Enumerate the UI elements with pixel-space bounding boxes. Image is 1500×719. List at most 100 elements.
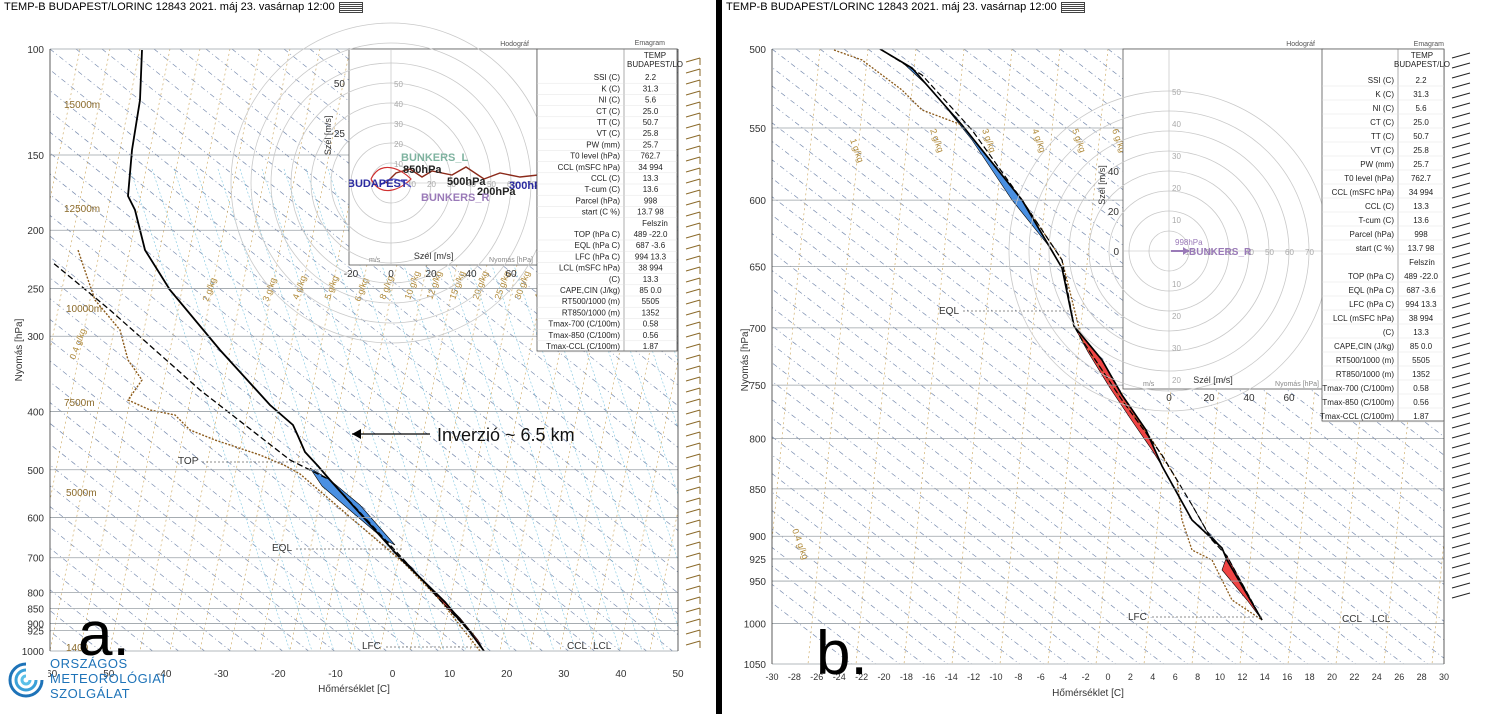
wind-barb	[685, 57, 701, 63]
y-tick-label: 550	[749, 124, 766, 135]
mixing-ratio-line	[619, 358, 678, 651]
hodograph-x-tick: 60	[1283, 393, 1295, 404]
wind-barb	[1451, 302, 1471, 309]
indices-row-label: CCL (mSFC hPa)	[558, 163, 621, 172]
indices-row-value: 687 -3.6	[636, 241, 666, 250]
dry-adiabat	[50, 49, 678, 552]
hodograph-point-label: BUNKERS_R	[1189, 247, 1252, 258]
wind-barb	[685, 189, 701, 195]
indices-row-label: Tmax-850 (C/100m)	[548, 331, 620, 340]
dry-adiabat	[772, 122, 1444, 641]
indices-row-value: 13.7 98	[637, 208, 664, 217]
indices-row-label: LCL (mSFC hPa)	[1333, 314, 1394, 323]
wind-barb	[685, 431, 701, 437]
level-label-lcl: LCL	[1372, 614, 1391, 625]
dry-adiabat	[50, 152, 673, 651]
wind-barb	[1451, 352, 1471, 359]
wind-barb	[1451, 112, 1471, 119]
moist-adiabat	[261, 168, 423, 651]
wind-barb	[1451, 122, 1471, 129]
wind-barb	[685, 145, 701, 151]
x-tick-label: -30	[765, 672, 778, 682]
mixing-ratio-line	[649, 508, 678, 651]
hodograph-y-tick: 50	[334, 79, 346, 90]
wind-barb	[685, 552, 701, 558]
mixing-ratio-line	[169, 49, 291, 651]
height-label: 5000m	[66, 488, 97, 499]
indices-row-label: TOP (hPa C)	[574, 230, 620, 239]
x-tick-label: -24	[833, 672, 846, 682]
dry-adiabat	[772, 491, 996, 664]
indices-row-label: RT850/1000 (m)	[1336, 370, 1394, 379]
hodograph-x-tick: 40	[1243, 393, 1255, 404]
wind-barb	[1451, 82, 1471, 89]
dry-adiabat	[772, 140, 1444, 659]
y-tick-label: 950	[749, 577, 766, 588]
y-tick-label: 700	[749, 324, 766, 335]
wind-barb	[685, 387, 701, 393]
y-tick-label: 700	[27, 554, 44, 565]
hodograph-title: Hodográf	[1286, 41, 1315, 48]
wind-barb	[1451, 252, 1471, 259]
mixing-ratio-line	[109, 49, 231, 651]
hodograph-ring-label: 20	[1172, 376, 1181, 385]
indices-row-value: 1.87	[1413, 412, 1429, 421]
y-tick-label: 800	[27, 589, 44, 600]
mixing-ratio-line	[379, 49, 501, 651]
hodograph-ring-label: 30	[1225, 248, 1234, 257]
indices-row-value: 34 994	[638, 163, 663, 172]
wind-barb	[685, 618, 701, 624]
wind-barb	[685, 486, 701, 492]
hodograph-trace-blue	[380, 178, 412, 188]
x-tick-label: 28	[1417, 672, 1427, 682]
indices-row-value: 25.8	[643, 129, 659, 138]
dry-adiabat	[772, 454, 1044, 664]
moist-adiabat	[173, 168, 335, 651]
wind-barb	[685, 244, 701, 250]
hodograph-y-tick: 25	[334, 129, 346, 140]
wind-barb	[1451, 442, 1471, 449]
wind-barb	[685, 508, 701, 514]
wind-barb	[1451, 572, 1471, 579]
hodograph-x-tick: 20	[425, 269, 437, 280]
indices-row-value: 5505	[642, 297, 660, 306]
indices-row-value: 13.3	[1413, 328, 1429, 337]
x-tick-label: -40	[157, 669, 172, 680]
wind-barb	[1451, 562, 1471, 569]
x-tick-label: 18	[1305, 672, 1315, 682]
wind-barb	[1451, 172, 1471, 179]
panel-a-header-text: TEMP-B BUDAPEST/LORINC 12843 2021. máj 2…	[4, 1, 335, 13]
indices-row-value: 13.3	[643, 275, 659, 284]
mixing-ratio-line	[680, 49, 716, 651]
x-tick-label: -20	[271, 669, 286, 680]
indices-row-label: Tmax-CCL (C/100m)	[1320, 412, 1394, 421]
series-temperature	[879, 49, 1263, 621]
wind-barb	[1451, 92, 1471, 99]
emagram-title: Emagram	[635, 40, 666, 47]
moist-adiabat	[129, 168, 291, 651]
hodograph-corner-p: Nyomás [hPa]	[1275, 381, 1319, 388]
wind-barb	[685, 255, 701, 261]
wind-barb	[685, 233, 701, 239]
indices-row-label: RT850/1000 (m)	[562, 308, 620, 317]
hodograph-trace	[385, 166, 537, 184]
wind-barb	[685, 497, 701, 503]
hodograph-ring-label: 40	[467, 180, 476, 189]
mixing-ratio-line	[349, 49, 471, 651]
x-tick-label: 2	[1128, 672, 1133, 682]
y-tick-label: 925	[27, 627, 44, 638]
height-label: 7500m	[64, 398, 95, 409]
level-label-lfc: LFC	[1128, 612, 1147, 623]
wind-barb	[1451, 332, 1471, 339]
hodograph-ring-label: 40	[1245, 248, 1254, 257]
wind-barb	[685, 90, 701, 96]
x-tick-label: 16	[1282, 672, 1292, 682]
x-tick-label: -8	[1014, 672, 1022, 682]
dry-adiabat	[772, 325, 1212, 664]
indices-row-label: PW (mm)	[1360, 160, 1394, 169]
y-tick-label: 100	[27, 45, 44, 56]
hodograph-ring-label: 30	[447, 180, 456, 189]
dry-adiabat	[50, 339, 439, 651]
dry-adiabat	[673, 49, 678, 53]
wind-barb	[685, 288, 701, 294]
